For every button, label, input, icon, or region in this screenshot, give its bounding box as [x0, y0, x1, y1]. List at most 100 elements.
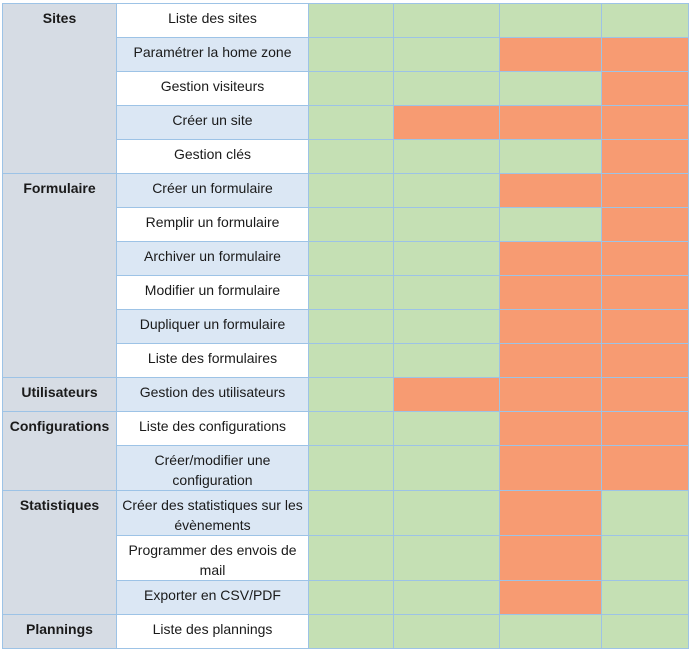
permission-allowed-cell: [393, 411, 500, 446]
permission-denied-cell: [601, 411, 689, 446]
feature-cell: Archiver un formulaire: [116, 241, 309, 276]
feature-cell: Gestion des utilisateurs: [116, 377, 309, 412]
permission-denied-cell: [601, 139, 689, 174]
permission-denied-cell: [499, 241, 602, 276]
permission-denied-cell: [499, 275, 602, 310]
permission-denied-cell: [393, 105, 500, 140]
permission-allowed-cell: [308, 3, 394, 38]
permission-denied-cell: [601, 343, 689, 378]
feature-cell: Gestion visiteurs: [116, 71, 309, 106]
table-row: Paramétrer la home zone: [3, 37, 689, 72]
table-row: Remplir un formulaire: [3, 207, 689, 242]
table-row: Dupliquer un formulaire: [3, 309, 689, 344]
permission-allowed-cell: [393, 490, 500, 536]
feature-cell: Paramétrer la home zone: [116, 37, 309, 72]
permission-denied-cell: [499, 173, 602, 208]
permission-allowed-cell: [308, 445, 394, 491]
permission-allowed-cell: [499, 139, 602, 174]
permission-denied-cell: [393, 377, 500, 412]
permission-denied-cell: [601, 71, 689, 106]
feature-cell: Dupliquer un formulaire: [116, 309, 309, 344]
permission-denied-cell: [499, 37, 602, 72]
table-row: Formulaire Créer un formulaire: [2, 173, 689, 378]
feature-cell: Créer des statistiques sur les évènement…: [116, 490, 309, 536]
feature-cell: Modifier un formulaire: [116, 275, 309, 310]
permission-allowed-cell: [601, 490, 689, 536]
category-cell: Sites: [2, 3, 117, 174]
permission-allowed-cell: [393, 207, 500, 242]
permission-allowed-cell: [308, 614, 394, 649]
permission-denied-cell: [499, 377, 602, 412]
permission-allowed-cell: [308, 37, 394, 72]
table-row: Gestion clés: [3, 139, 689, 174]
permission-allowed-cell: [393, 3, 500, 38]
permissions-table: Sites Liste des sites Paramétrer la home z…: [2, 3, 689, 649]
permission-denied-cell: [499, 105, 602, 140]
permission-denied-cell: [601, 377, 689, 412]
permission-allowed-cell: [499, 207, 602, 242]
permission-allowed-cell: [308, 580, 394, 615]
permission-allowed-cell: [601, 3, 689, 38]
permission-allowed-cell: [308, 309, 394, 344]
permission-denied-cell: [601, 105, 689, 140]
category-cell: Statistiques: [2, 490, 117, 615]
permission-allowed-cell: [308, 535, 394, 581]
permission-allowed-cell: [393, 71, 500, 106]
table-row: Modifier un formulaire: [3, 275, 689, 310]
permission-allowed-cell: [499, 614, 602, 649]
permission-denied-cell: [499, 411, 602, 446]
permission-allowed-cell: [393, 139, 500, 174]
table-row: Sites Liste des sites: [2, 3, 689, 174]
permission-denied-cell: [499, 309, 602, 344]
table-row: Plannings Liste des plannings: [2, 614, 689, 649]
feature-cell: Remplir un formulaire: [116, 207, 309, 242]
permission-allowed-cell: [308, 411, 394, 446]
feature-cell: Exporter en CSV/PDF: [116, 580, 309, 615]
table-row: Archiver un formulaire: [3, 241, 689, 276]
permission-allowed-cell: [499, 3, 602, 38]
permission-allowed-cell: [308, 275, 394, 310]
permission-allowed-cell: [308, 71, 394, 106]
permission-allowed-cell: [308, 377, 394, 412]
feature-cell: Liste des configurations: [116, 411, 309, 446]
permissions-table-body: Sites Liste des sites Paramétrer la home z…: [2, 3, 689, 649]
permission-denied-cell: [601, 37, 689, 72]
table-row: Programmer des envois de mail: [3, 535, 689, 581]
permission-allowed-cell: [601, 535, 689, 581]
permissions-document: Sites Liste des sites Paramétrer la home z…: [2, 3, 689, 649]
permission-denied-cell: [601, 275, 689, 310]
table-row: Utilisateurs Gestion des utilisateurs: [2, 377, 689, 412]
permission-denied-cell: [601, 241, 689, 276]
feature-cell: Liste des formulaires: [116, 343, 309, 378]
permission-allowed-cell: [308, 139, 394, 174]
permission-allowed-cell: [308, 490, 394, 536]
table-row: Statistiques Créer des statistiques sur l…: [2, 490, 689, 615]
permission-allowed-cell: [308, 343, 394, 378]
permission-allowed-cell: [308, 173, 394, 208]
permission-allowed-cell: [393, 614, 500, 649]
permission-allowed-cell: [393, 535, 500, 581]
feature-cell: Créer un site: [116, 105, 309, 140]
table-row: Gestion visiteurs: [3, 71, 689, 106]
permission-denied-cell: [499, 445, 602, 491]
feature-cell: Créer un formulaire: [116, 173, 309, 208]
permission-allowed-cell: [308, 207, 394, 242]
permission-denied-cell: [601, 173, 689, 208]
feature-cell: Créer/modifier une configuration: [116, 445, 309, 491]
feature-cell: Liste des sites: [116, 3, 309, 38]
permission-allowed-cell: [393, 173, 500, 208]
permission-denied-cell: [601, 445, 689, 491]
category-cell: Configurations: [2, 411, 117, 491]
permission-allowed-cell: [393, 309, 500, 344]
permission-allowed-cell: [393, 275, 500, 310]
permission-denied-cell: [499, 490, 602, 536]
permission-allowed-cell: [499, 71, 602, 106]
permission-denied-cell: [601, 309, 689, 344]
table-row: Créer/modifier une configuration: [3, 445, 689, 491]
permission-denied-cell: [499, 580, 602, 615]
feature-cell: Programmer des envois de mail: [116, 535, 309, 581]
permission-denied-cell: [499, 343, 602, 378]
permission-allowed-cell: [393, 241, 500, 276]
permission-allowed-cell: [601, 614, 689, 649]
category-cell: Formulaire: [2, 173, 117, 378]
